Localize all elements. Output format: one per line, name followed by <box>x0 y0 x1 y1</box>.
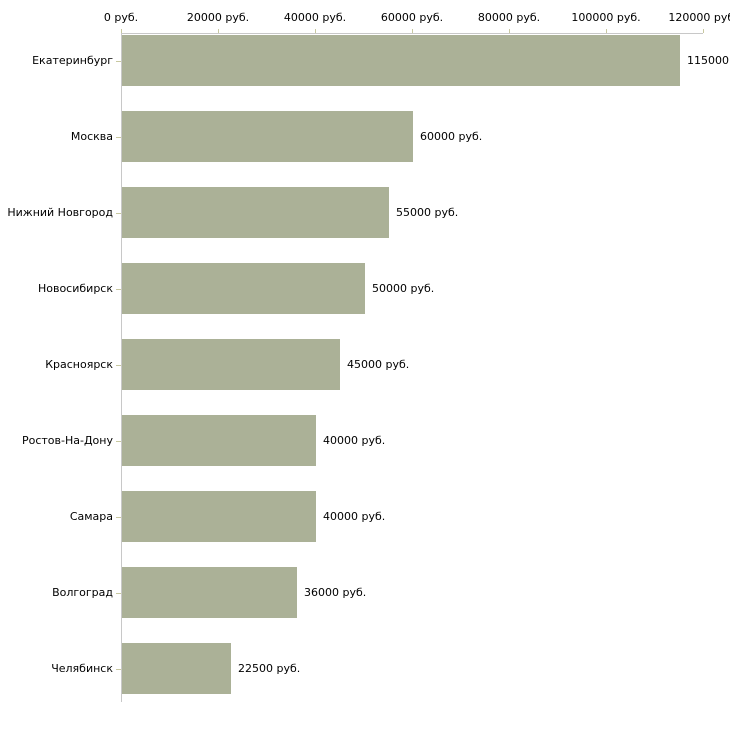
y-tick <box>116 593 121 594</box>
value-label: 115000 руб. <box>687 54 730 67</box>
category-label: Нижний Новгород <box>7 206 113 219</box>
bar <box>122 491 316 542</box>
value-label: 60000 руб. <box>420 130 483 143</box>
x-tick-label: 80000 руб. <box>477 11 541 24</box>
y-tick <box>116 289 121 290</box>
x-tick <box>412 29 413 33</box>
bar <box>122 35 680 86</box>
x-tick <box>509 29 510 33</box>
y-tick <box>116 441 121 442</box>
value-label: 40000 руб. <box>323 434 386 447</box>
bar <box>122 339 340 390</box>
value-label: 22500 руб. <box>238 662 301 675</box>
x-tick <box>218 29 219 33</box>
x-tick <box>121 29 122 33</box>
x-tick <box>703 29 704 33</box>
x-tick-label: 100000 руб. <box>571 11 641 24</box>
category-label: Волгоград <box>52 586 113 599</box>
value-label: 55000 руб. <box>396 206 459 219</box>
y-tick <box>116 517 121 518</box>
category-label: Новосибирск <box>37 282 113 295</box>
y-tick <box>116 365 121 366</box>
x-tick <box>315 29 316 33</box>
category-label: Екатеринбург <box>32 54 113 67</box>
x-tick-label: 0 руб. <box>103 11 139 24</box>
bar <box>122 567 297 618</box>
value-label: 50000 руб. <box>372 282 435 295</box>
bar <box>122 187 389 238</box>
x-axis-line <box>121 33 703 34</box>
y-axis-line <box>121 33 122 702</box>
x-tick-label: 120000 руб. <box>668 11 730 24</box>
category-label: Челябинск <box>51 662 113 675</box>
bar <box>122 263 365 314</box>
category-label: Москва <box>70 130 113 143</box>
value-label: 45000 руб. <box>347 358 410 371</box>
category-label: Самара <box>69 510 113 523</box>
bar <box>122 415 316 466</box>
x-tick <box>606 29 607 33</box>
y-tick <box>116 137 121 138</box>
bar <box>122 111 413 162</box>
y-tick <box>116 61 121 62</box>
x-tick-label: 20000 руб. <box>186 11 250 24</box>
y-tick <box>116 213 121 214</box>
category-label: Ростов-На-Дону <box>21 434 113 447</box>
category-label: Красноярск <box>45 358 113 371</box>
x-tick-label: 60000 руб. <box>380 11 444 24</box>
bar <box>122 643 231 694</box>
value-label: 40000 руб. <box>323 510 386 523</box>
x-tick-label: 40000 руб. <box>283 11 347 24</box>
y-tick <box>116 669 121 670</box>
value-label: 36000 руб. <box>304 586 367 599</box>
